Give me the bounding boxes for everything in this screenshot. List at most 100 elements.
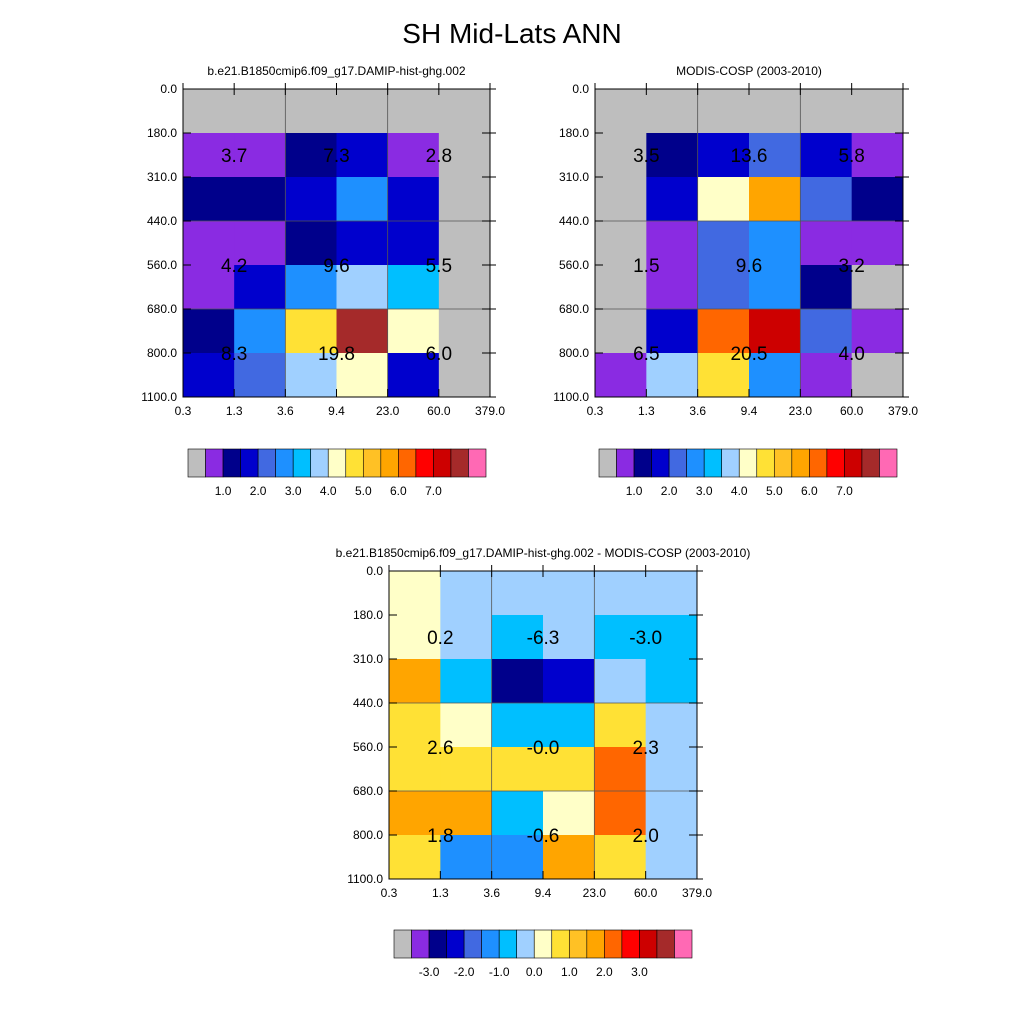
heatmap-cell [697, 265, 750, 310]
heatmap-cell [285, 353, 337, 398]
heatmap-cell [183, 265, 235, 310]
heatmap-cell [491, 615, 544, 660]
heatmap-cell [645, 791, 698, 836]
heatmap-cell [594, 835, 647, 880]
colorbar-swatch [721, 448, 740, 478]
colorbar-swatch [327, 448, 347, 478]
cell-value-label: 13.6 [731, 146, 768, 167]
heatmap-cell [389, 835, 441, 880]
x-tick-label: 23.0 [583, 886, 607, 900]
cell-value-label: 1.5 [633, 256, 659, 277]
heatmap-cell [389, 615, 441, 660]
y-tick-label: 180.0 [353, 608, 383, 622]
heatmap-cell [595, 133, 647, 178]
colorbar-swatch [393, 929, 412, 959]
x-tick-label: 3.6 [483, 886, 500, 900]
y-tick-label: 1100.0 [347, 872, 383, 886]
x-tick-label: 0.3 [381, 886, 398, 900]
heatmap-cell [595, 177, 647, 222]
colorbar-swatch [639, 929, 658, 959]
colorbar-swatch [222, 448, 241, 478]
x-tick-label: 1.3 [226, 404, 243, 418]
x-tick-label: 0.3 [587, 404, 604, 418]
colorbar-swatch [773, 448, 793, 478]
heatmap-cell [389, 747, 441, 792]
colorbar-swatch [468, 448, 487, 478]
x-tick-label: 60.0 [427, 404, 451, 418]
x-tick-label: 9.4 [535, 886, 552, 900]
heatmap-cell [800, 309, 853, 354]
x-tick-label: 23.0 [376, 404, 400, 418]
y-tick-label: 310.0 [559, 170, 589, 184]
x-tick-label: 60.0 [840, 404, 864, 418]
x-tick-label: 1.3 [432, 886, 449, 900]
heatmap-cell [440, 791, 493, 836]
heatmap-cell [543, 571, 595, 616]
heatmap-cell [851, 221, 904, 266]
heatmap-cell [594, 791, 647, 836]
cell-value-label: 5.5 [426, 256, 452, 277]
y-tick-label: 680.0 [147, 302, 177, 316]
colorbar-swatch [398, 448, 417, 478]
y-tick-label: 0.0 [366, 564, 383, 578]
y-tick-label: 680.0 [353, 784, 383, 798]
heatmap-cell [851, 353, 904, 398]
heatmap-cell [285, 89, 337, 134]
colorbar-swatch [879, 448, 898, 478]
colorbar-label: 1.0 [626, 484, 643, 498]
x-tick-label: 379.0 [682, 886, 712, 900]
heatmap-cell [183, 353, 235, 398]
heatmap-cell [646, 177, 699, 222]
cell-value-label: -0.6 [527, 826, 560, 847]
y-tick-label: 440.0 [147, 214, 177, 228]
colorbar-label: 2.0 [250, 484, 267, 498]
y-tick-label: 560.0 [559, 258, 589, 272]
heatmap-cell [387, 89, 440, 134]
heatmap-cell [749, 177, 801, 222]
heatmap-cell [183, 133, 235, 178]
cell-value-label: 3.7 [221, 146, 247, 167]
x-tick-label: 60.0 [634, 886, 658, 900]
heatmap-cell [800, 353, 853, 398]
colorbar-swatch [450, 448, 469, 478]
heatmap-cell [336, 177, 389, 222]
heatmap-cell [285, 309, 337, 354]
heatmap-cell [851, 177, 904, 222]
panel-title: b.e21.B1850cmip6.f09_g17.DAMIP-hist-ghg.… [336, 546, 751, 560]
colorbar-swatch [551, 929, 570, 959]
colorbar-swatch [498, 929, 518, 959]
x-tick-label: 0.3 [175, 404, 192, 418]
cell-value-label: 2.0 [632, 826, 658, 847]
heatmap-cell [543, 791, 595, 836]
colorbar-swatch [598, 448, 617, 478]
heatmap-cell [800, 265, 853, 310]
heatmap-cell [646, 265, 699, 310]
colorbar-swatch [362, 448, 382, 478]
heatmap-cell [594, 659, 647, 704]
colorbar-label: 7.0 [425, 484, 442, 498]
heatmap-cell [491, 791, 544, 836]
heatmap-cell [646, 89, 699, 134]
heatmap-cell [800, 221, 853, 266]
heatmap-cell [440, 747, 493, 792]
cell-value-label: -0.0 [527, 738, 560, 759]
heatmap-cell [543, 835, 595, 880]
heatmap-cell [440, 703, 493, 748]
heatmap-cell [285, 133, 337, 178]
x-tick-label: 3.6 [689, 404, 706, 418]
heatmap-cell [749, 265, 801, 310]
colorbar-swatch [656, 929, 675, 959]
y-tick-label: 800.0 [353, 828, 383, 842]
heatmap-cell [645, 659, 698, 704]
heatmap-cell [645, 571, 698, 616]
heatmap-cell [749, 309, 801, 354]
heatmap-cell [595, 89, 647, 134]
heatmap-cell [800, 177, 853, 222]
cell-value-label: 7.3 [323, 146, 349, 167]
colorbar-swatch [292, 448, 312, 478]
y-tick-label: 800.0 [559, 346, 589, 360]
heatmap-cell [234, 353, 286, 398]
heatmap-cell [387, 309, 440, 354]
heatmap-cell [438, 133, 491, 178]
